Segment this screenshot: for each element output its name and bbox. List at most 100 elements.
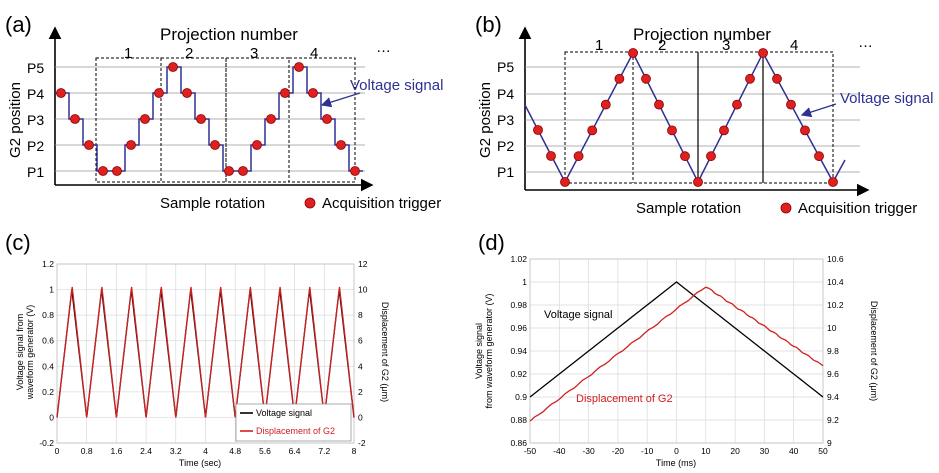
panel-a-number-more: …	[376, 39, 391, 56]
panel-c-xtick: 7.2	[318, 446, 330, 456]
panel-a-trigger-dot	[210, 140, 220, 150]
panel-c-xtick: 1.6	[110, 446, 122, 456]
panel-b-number-more: …	[858, 34, 873, 51]
panel-d-xtick: -30	[582, 446, 595, 456]
panel-d-y2tick: 10.4	[827, 277, 844, 287]
panel-d-ytick: 0.9	[515, 392, 527, 402]
panel-a-trigger-dot	[280, 88, 290, 98]
panel-c-y2tick: 4	[358, 361, 363, 371]
panel-d-ytick: 0.88	[510, 415, 527, 425]
panel-b-legend-label: Acquisition trigger	[798, 200, 917, 217]
panel-d-xtick: -10	[641, 446, 654, 456]
panel-c-y2tick: 10	[358, 285, 368, 295]
panel-c-series-displacement	[56, 286, 355, 418]
panel-c-ytick: 0.8	[42, 310, 54, 320]
panel-a-projection-box-2	[160, 57, 227, 183]
panel-b-trigger-dot	[680, 151, 690, 162]
panel-b-number-2: 2	[658, 37, 666, 54]
panel-a-trigger-dot	[322, 114, 332, 124]
panel-b-ylabel: G2 position	[477, 82, 494, 158]
panel-a-number-4: 4	[310, 45, 318, 62]
panel-c-y2tick: 12	[358, 259, 368, 269]
panel-c-xtick: 0.8	[81, 446, 93, 456]
panel-b-trigger-dot	[667, 125, 677, 136]
panel-d-annotation-voltage: Voltage signal	[544, 309, 613, 321]
panel-c-ytick: 0.6	[42, 336, 54, 346]
panel-a-trigger-dot	[56, 88, 66, 98]
panel-c-label: (c)	[5, 230, 31, 255]
panel-a-projection-box-4	[288, 57, 356, 183]
panel-d-ytick: 1	[522, 277, 527, 287]
panel-c-xlabel: Time (sec)	[179, 458, 221, 468]
panel-a-trigger-dot	[266, 114, 276, 124]
panel-a-xlabel: Sample rotation	[160, 195, 265, 212]
panel-b-number-3: 3	[722, 37, 730, 54]
panel-d-series-displacement	[529, 286, 824, 422]
panel-d-ytick: 0.92	[510, 369, 527, 379]
panel-b-label: (b)	[475, 12, 502, 37]
panel-a-trigger-dot	[350, 166, 360, 176]
panel-d-ytick: 1.02	[510, 254, 527, 264]
panel-a-title: Projection number	[160, 25, 298, 44]
panel-b-ytick-p4: P4	[497, 86, 514, 102]
panel-d-ylabel: Voltage signalfrom waveform generator (V…	[474, 293, 494, 408]
panel-b-trigger-dot	[732, 99, 742, 110]
panel-b-voltage-annotation: Voltage signal	[840, 90, 933, 107]
panel-b-trigger-dot	[533, 125, 543, 135]
panel-b-trigger-dot	[828, 177, 838, 187]
panel-a-trigger-dot	[112, 166, 122, 176]
panel-b-trigger-dot	[706, 151, 716, 162]
panel-d-xlabel: Time (ms)	[656, 458, 696, 468]
panel-c-y2tick: 0	[358, 412, 363, 422]
panel-d-ytick: 0.98	[510, 300, 527, 310]
panel-c-ytick: 1.2	[42, 259, 54, 269]
panel-d-xtick: -40	[553, 446, 566, 456]
panel-b-trigger-dot	[560, 177, 570, 187]
panel-d-ytick: 0.86	[510, 438, 527, 448]
panel-c-legend-displacement: Displacement of G2	[256, 426, 335, 436]
panel-d-y2tick: 10	[827, 323, 837, 333]
panel-d-y2tick: 9.4	[827, 392, 839, 402]
panel-a-trigger-dot	[168, 62, 178, 72]
panel-a-number-1: 1	[124, 45, 132, 62]
panel-c-y2tick: 8	[358, 310, 363, 320]
panel-b-trigger-dot	[786, 99, 796, 110]
panel-c: (c) 0 0.8 1.6 2.4 3.2 4 4.8 5.6 6.4 7.2 8-0.200.20…	[5, 230, 390, 468]
panel-b-trigger-dot	[600, 99, 611, 110]
panel-b-trigger-dot	[614, 73, 625, 84]
panel-a-gridlines	[55, 66, 365, 172]
panel-b-legend-marker	[780, 202, 792, 214]
panel-d-chart: -50 -40 -30 -20 -10 0 10 20 30 40 50 0.86 0.88 0.9 0.9…	[510, 254, 843, 456]
panel-a-trigger-dot	[154, 88, 164, 98]
panel-d-xtick: -50	[524, 446, 537, 456]
panel-a-legend-marker	[304, 197, 316, 209]
panel-d-y2tick: 9.8	[827, 346, 839, 356]
panel-d-y2tick: 10.2	[827, 300, 844, 310]
panel-c-xtick: 2.4	[140, 446, 152, 456]
panel-a-ytick-p3: P3	[27, 112, 44, 128]
panel-d: (d) -50 -40 -30 -20 -10 0 10 20 30 40 50 0.86 0.88 0.…	[474, 230, 879, 468]
panel-a-legend-label: Acquisition trigger	[322, 195, 441, 212]
panel-c-legend-voltage: Voltage signal	[256, 408, 312, 418]
panel-b-trigger-dot	[628, 48, 638, 58]
panel-a-projection-box-1	[95, 57, 162, 183]
panel-b-ytick-p3: P3	[497, 112, 514, 128]
panel-c-y2tick: -2	[358, 438, 366, 448]
panel-d-xtick: 20	[730, 446, 740, 456]
panel-b-trigger-dot	[772, 73, 782, 84]
panel-c-legend-box	[235, 403, 352, 442]
panel-b-trigger-dot	[719, 125, 729, 136]
panel-a-trigger-dot	[126, 140, 136, 150]
panel-a-annotation-arrow	[320, 92, 361, 108]
panel-b-gridlines	[525, 66, 860, 173]
panel-b-title: Projection number	[633, 25, 771, 44]
panel-d-xtick: 40	[789, 446, 799, 456]
panel-c-y2label: Displacement of G2 (μm)	[380, 302, 390, 402]
panel-d-xtick: 50	[818, 446, 828, 456]
panel-b-trigger-dot	[654, 99, 664, 110]
panel-d-xtick: -20	[612, 446, 625, 456]
panel-c-legend: Voltage signal Displacement of G2	[235, 403, 352, 442]
panel-b-ytick-p5: P5	[497, 59, 514, 75]
panel-b: (b) Projection number 1 2 3 4 … P5 P4 P3…	[475, 12, 933, 217]
